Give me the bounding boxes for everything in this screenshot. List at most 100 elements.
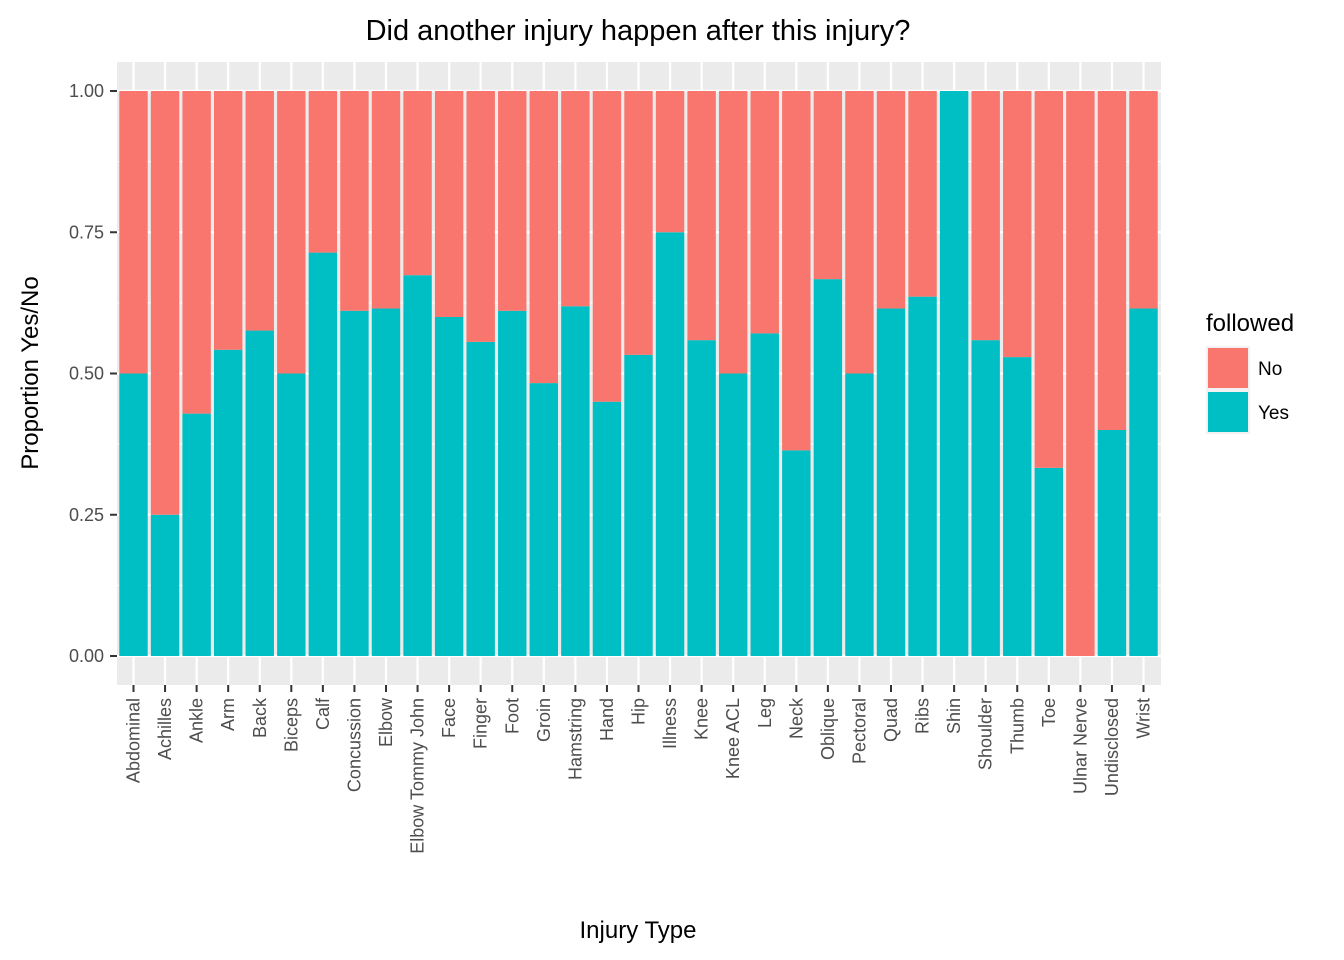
- bar-segment-no-leg: [750, 91, 779, 334]
- bar-segment-no-ribs: [908, 91, 937, 297]
- legend-label-yes: Yes: [1258, 403, 1289, 424]
- bar-segment-yes-back: [245, 330, 274, 656]
- y-tick-label: 0.00: [69, 646, 104, 666]
- x-tick-label: Ribs: [913, 698, 933, 734]
- y-tick-label: 1.00: [69, 81, 104, 101]
- bar-segment-no-hip: [624, 91, 653, 355]
- x-tick-label: Elbow Tommy John: [408, 698, 428, 854]
- bar-segment-no-knee-acl: [718, 91, 748, 374]
- bar-segment-yes-leg: [750, 333, 779, 656]
- bar-segment-no-elbow: [371, 91, 401, 309]
- bar-segment-no-finger: [466, 91, 495, 342]
- y-axis-title: Proportion Yes/No: [17, 276, 44, 469]
- x-tick-label: Toe: [1039, 698, 1059, 727]
- x-tick-label: Shin: [944, 698, 964, 734]
- bar-segment-yes-groin: [529, 383, 559, 656]
- bar-segment-yes-knee: [687, 340, 716, 656]
- legend-title: followed: [1206, 310, 1294, 337]
- x-tick-label: Arm: [218, 698, 238, 731]
- x-tick-label: Oblique: [818, 698, 838, 760]
- x-tick-label: Foot: [502, 698, 522, 734]
- bar-segment-yes-ankle: [182, 413, 211, 656]
- bar-segment-yes-knee-acl: [718, 373, 748, 656]
- bar-segment-yes-thumb: [1003, 357, 1032, 656]
- x-tick-label: Knee ACL: [723, 698, 743, 779]
- bar-segment-yes-elbow: [371, 308, 401, 656]
- bar-segment-no-concussion: [340, 91, 369, 311]
- bar-segment-yes-hamstring: [561, 306, 590, 656]
- x-tick-label: Finger: [471, 698, 491, 749]
- x-tick-label: Thumb: [1007, 698, 1027, 754]
- legend-swatch-yes: [1208, 392, 1248, 432]
- x-tick-label: Hamstring: [565, 698, 585, 780]
- bar-segment-yes-foot: [498, 310, 527, 656]
- bar-segment-no-hamstring: [561, 91, 590, 307]
- bar-segment-no-undisclosed: [1097, 91, 1127, 430]
- bar-segment-no-abdominal: [119, 91, 148, 374]
- chart-title: Did another injury happen after this inj…: [366, 15, 911, 47]
- bar-segment-no-pectoral: [845, 91, 874, 374]
- bar-segment-no-knee: [687, 91, 716, 341]
- bar-segment-no-face: [434, 91, 464, 317]
- x-tick-label: Groin: [534, 698, 554, 742]
- x-tick-label: Back: [250, 697, 270, 738]
- y-tick-label: 0.25: [69, 505, 104, 525]
- legend-swatch-no: [1208, 348, 1248, 388]
- x-tick-label: Calf: [313, 697, 333, 730]
- bar-segment-no-back: [245, 91, 274, 331]
- bar-segment-no-ulnar-nerve: [1066, 91, 1095, 656]
- bar-segment-no-achilles: [150, 91, 180, 515]
- bar-segment-yes-pectoral: [845, 373, 874, 656]
- y-tick-label: 0.50: [69, 364, 104, 384]
- x-tick-label: Undisclosed: [1102, 698, 1122, 796]
- bar-segment-yes-concussion: [340, 310, 369, 656]
- bar-segment-yes-quad: [876, 308, 906, 656]
- bar-segment-no-elbow-tommy-john: [403, 91, 432, 276]
- bars: [119, 91, 1158, 656]
- bar-segment-no-thumb: [1003, 91, 1032, 358]
- bar-segment-yes-undisclosed: [1097, 430, 1127, 656]
- bar-segment-no-neck: [782, 91, 811, 451]
- x-tick-label: Wrist: [1134, 698, 1154, 739]
- bar-segment-no-ankle: [182, 91, 211, 414]
- x-tick-label: Hand: [597, 698, 617, 741]
- bar-segment-no-wrist: [1129, 91, 1158, 309]
- bar-segment-yes-illness: [655, 232, 685, 656]
- legend: followed No Yes: [1206, 310, 1294, 434]
- x-tick-label: Achilles: [155, 698, 175, 760]
- x-tick-label: Neck: [786, 697, 806, 739]
- bar-segment-no-oblique: [813, 91, 843, 280]
- bar-segment-yes-wrist: [1129, 308, 1158, 656]
- x-tick-label: Shoulder: [976, 698, 996, 770]
- bar-segment-yes-shin: [939, 91, 969, 656]
- x-tick-label: Ankle: [187, 698, 207, 743]
- bar-segment-yes-elbow-tommy-john: [403, 275, 432, 656]
- bar-segment-yes-neck: [782, 450, 811, 656]
- bar-segment-yes-oblique: [813, 279, 843, 656]
- x-tick-label: Leg: [755, 698, 775, 728]
- bar-segment-no-foot: [498, 91, 527, 311]
- bar-segment-yes-ribs: [908, 296, 937, 656]
- bar-segment-no-illness: [655, 91, 685, 233]
- bar-segment-yes-calf: [308, 252, 338, 656]
- bar-segment-no-shoulder: [971, 91, 1000, 341]
- bar-segment-yes-biceps: [277, 373, 306, 656]
- x-tick-label: Quad: [881, 698, 901, 742]
- x-tick-label: Pectoral: [849, 698, 869, 764]
- bar-segment-yes-abdominal: [119, 373, 148, 656]
- bar-segment-yes-toe: [1034, 467, 1064, 656]
- bar-segment-no-groin: [529, 91, 559, 384]
- x-tick-label: Ulnar Nerve: [1070, 698, 1090, 794]
- bar-segment-no-hand: [592, 91, 622, 402]
- x-axis: Abdominal Achilles Ankle Arm Back Biceps Calf C…: [124, 685, 1154, 854]
- bar-segment-no-calf: [308, 91, 338, 253]
- legend-label-no: No: [1258, 359, 1282, 380]
- bar-segment-yes-face: [434, 317, 464, 656]
- x-tick-label: Knee: [692, 698, 712, 740]
- bar-segment-yes-shoulder: [971, 340, 1000, 656]
- x-tick-label: Face: [439, 698, 459, 738]
- bar-segment-no-toe: [1034, 91, 1064, 468]
- y-axis: 0.00 0.25 0.50 0.75 1.00: [69, 81, 117, 666]
- x-tick-label: Illness: [660, 698, 680, 749]
